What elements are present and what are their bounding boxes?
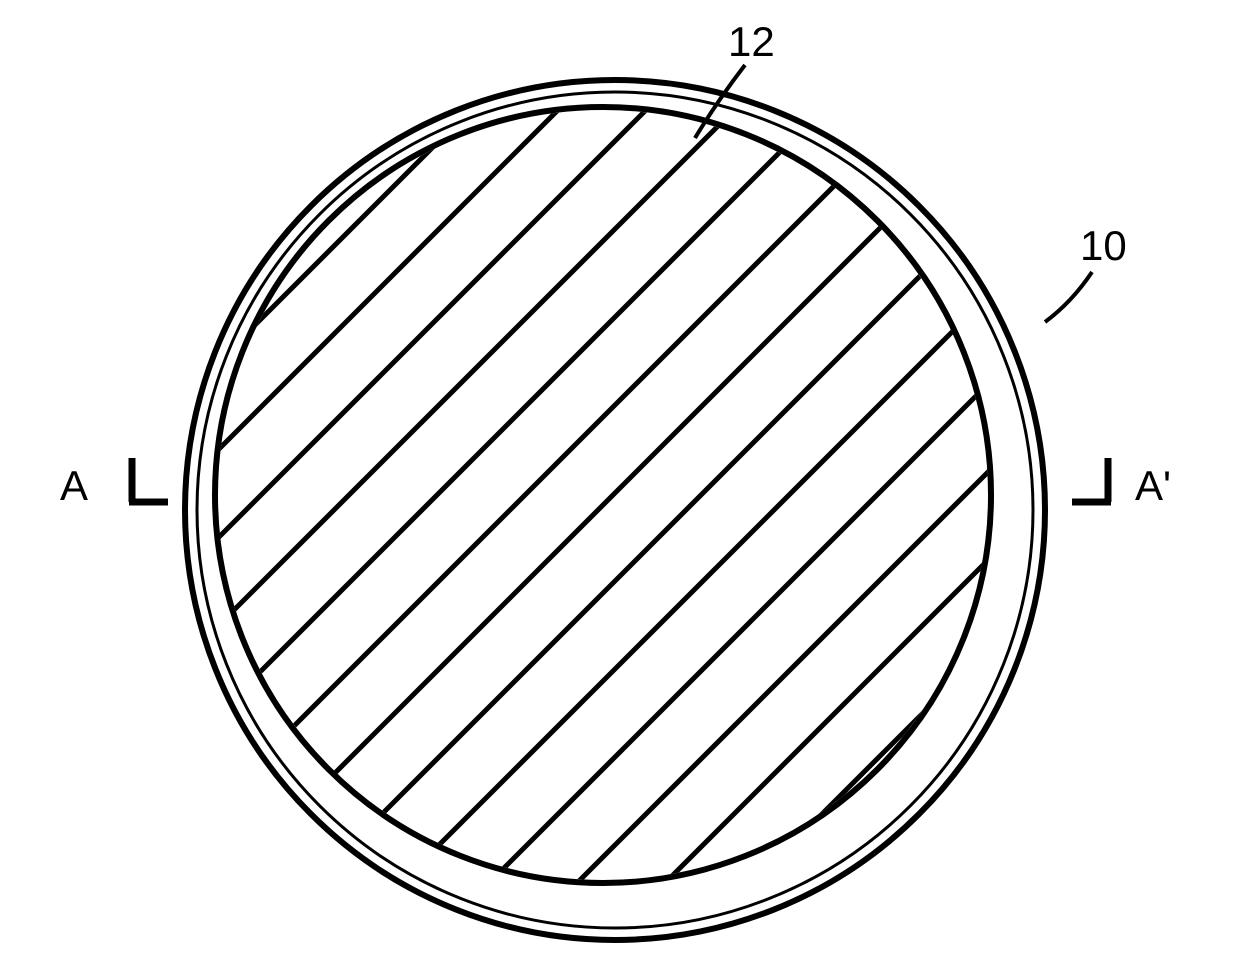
technical-diagram: 12 10 A A' xyxy=(0,0,1240,970)
leader-10 xyxy=(1045,272,1092,322)
label-section-a: A xyxy=(60,462,88,510)
label-ref-10: 10 xyxy=(1080,222,1127,270)
section-marker-right xyxy=(1072,458,1111,502)
diagram-svg xyxy=(0,0,1240,970)
label-ref-12: 12 xyxy=(728,18,775,66)
section-marker-left xyxy=(129,458,168,502)
label-section-a-prime: A' xyxy=(1135,462,1171,510)
outer-ring xyxy=(185,80,1045,940)
outer-ring-inner xyxy=(197,92,1033,928)
